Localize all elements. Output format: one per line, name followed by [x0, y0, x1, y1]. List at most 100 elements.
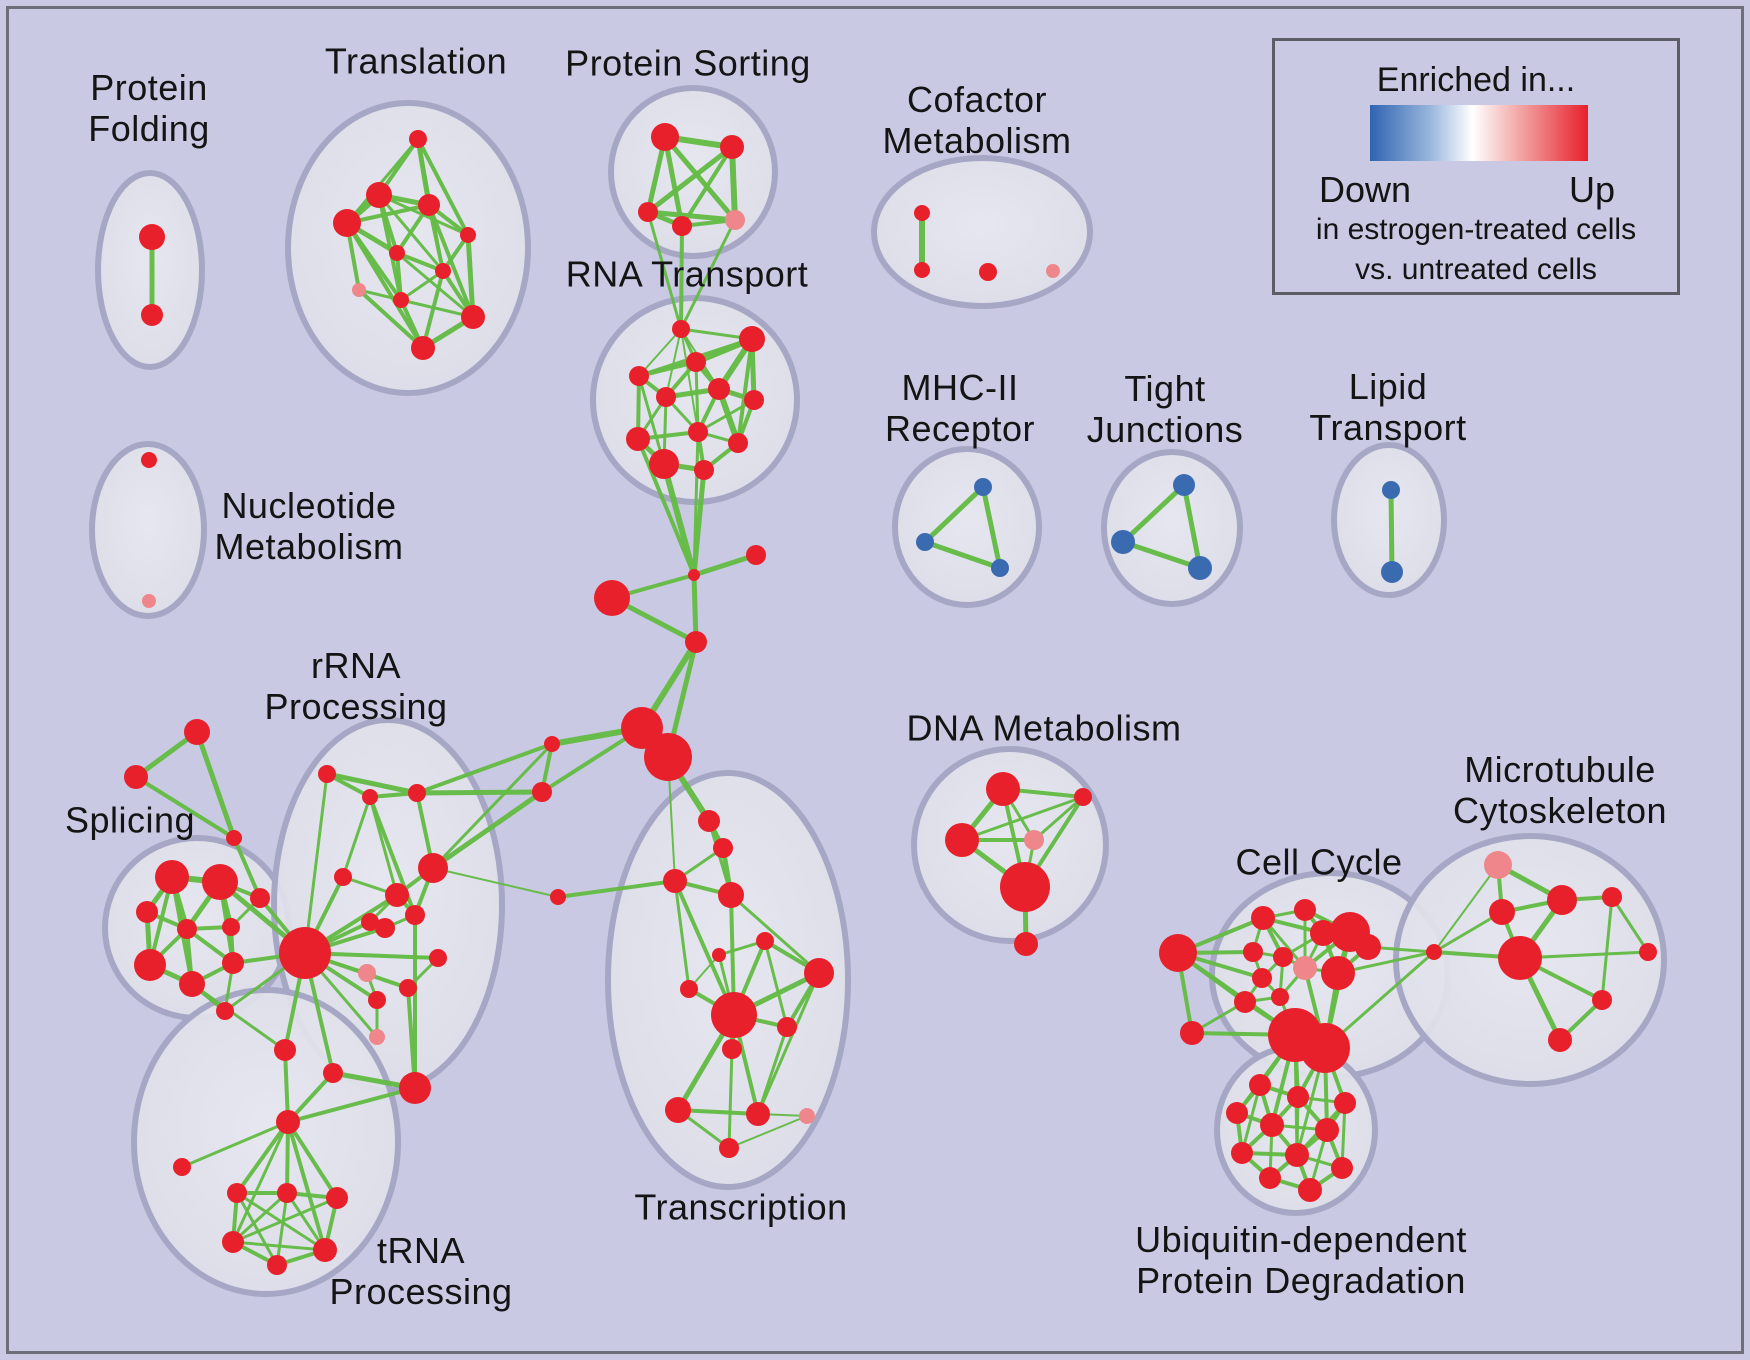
gene-set-node-ch3	[594, 580, 630, 616]
gene-set-node-mh3	[991, 559, 1009, 577]
edge-ps5-rt1	[679, 218, 737, 331]
gene-set-node-sc	[226, 830, 242, 846]
legend-title: Enriched in...	[1376, 61, 1576, 99]
edge-s8-r18	[190, 982, 287, 1052]
cluster-label-nucleotide-metabolism: Nucleotide Metabolism	[214, 485, 404, 567]
gene-set-node-tr11	[777, 1017, 797, 1037]
edge-lc1-r3	[415, 742, 554, 795]
gene-set-node-t5	[460, 227, 476, 243]
gene-set-node-s8	[179, 971, 205, 997]
gene-set-node-tr15	[799, 1108, 815, 1124]
gene-set-node-r13	[368, 991, 386, 1009]
edge-lc2-r3	[414, 789, 545, 796]
cluster-label-microtubule-cytoskeleton: Microtubule Cytoskeleton	[1452, 749, 1668, 831]
gene-set-node-r12	[399, 979, 417, 997]
gene-set-node-tb4	[222, 1231, 244, 1253]
gene-set-node-u6	[1315, 1118, 1339, 1142]
gene-set-node-r7	[361, 913, 379, 931]
gene-set-node-r5	[418, 853, 448, 883]
edge-t9-t10	[399, 298, 475, 319]
edge-r18-tb0	[283, 1048, 290, 1124]
edge-t6-t7	[395, 251, 445, 273]
edge-tb4-tb5	[231, 1240, 327, 1252]
gene-set-node-r16	[323, 1063, 343, 1083]
cluster-label-transcription: Transcription	[634, 1186, 848, 1228]
gene-set-node-d2	[1074, 788, 1092, 806]
gene-set-node-c9	[1273, 947, 1293, 967]
gene-set-node-r3	[408, 784, 426, 802]
cluster-ellipse-nucleotide-metabolism	[89, 441, 207, 619]
edge-tb1-tb6	[235, 1191, 279, 1267]
gene-set-node-t11	[411, 336, 435, 360]
gene-set-node-t1	[409, 130, 427, 148]
gene-set-node-tb3	[326, 1187, 348, 1209]
gene-set-node-tr13	[665, 1097, 691, 1123]
gene-set-node-t10	[461, 305, 485, 329]
gene-set-node-m4	[1498, 936, 1542, 980]
gene-set-node-tr2	[713, 838, 733, 858]
gene-set-node-d6	[1014, 932, 1038, 956]
gene-set-node-rt12	[694, 460, 714, 480]
gene-set-node-jn	[1426, 944, 1442, 960]
cluster-label-lipid-transport: Lipid Transport	[1309, 366, 1467, 448]
cluster-ellipse-cofactor-metabolism	[871, 155, 1093, 309]
gene-set-node-tj2	[1111, 530, 1135, 554]
edge-r2-r4	[341, 795, 372, 879]
gene-set-node-r8	[375, 918, 395, 938]
gene-set-node-r2	[362, 789, 378, 805]
gene-set-node-s7	[222, 952, 244, 974]
gene-set-node-t7	[435, 263, 451, 279]
edge-r1-r3	[324, 771, 420, 796]
gene-set-node-tr3	[718, 882, 744, 908]
gene-set-node-cm4	[1046, 264, 1060, 278]
cluster-label-tight-junctions: Tight Junctions	[1086, 368, 1244, 450]
gene-set-node-lt2	[1381, 561, 1403, 583]
gene-set-node-cb2	[1300, 1023, 1350, 1073]
gene-set-node-t9	[393, 292, 409, 308]
gene-set-node-s1	[155, 860, 189, 894]
edge-mh2-mh3	[922, 539, 1003, 571]
gene-set-node-r15	[369, 1029, 385, 1045]
gene-set-node-t6	[389, 245, 405, 261]
gene-set-node-u8	[1285, 1143, 1309, 1167]
legend-gradient-bar	[1370, 105, 1588, 161]
edge-lt1-lt2	[1388, 487, 1395, 575]
gene-set-node-u5	[1260, 1113, 1284, 1137]
gene-set-node-u9	[1331, 1157, 1353, 1179]
edge-rt7-rt8	[696, 398, 756, 434]
edge-rt9-ch1	[636, 437, 696, 577]
gene-set-node-rt3	[686, 352, 706, 372]
gene-set-node-pf1	[139, 224, 165, 250]
edge-r1-rhub	[303, 772, 329, 955]
gene-set-node-d4	[1024, 830, 1044, 850]
gene-set-node-tj1	[1173, 474, 1195, 496]
edge-tj1-tj2	[1120, 482, 1187, 545]
gene-set-node-t8	[352, 283, 366, 297]
gene-set-node-u1	[1249, 1074, 1271, 1096]
gene-set-node-c7	[1355, 934, 1381, 960]
gene-set-node-c11	[1252, 968, 1272, 988]
gene-set-node-ch4	[685, 631, 707, 653]
gene-set-node-rt8	[688, 422, 708, 442]
edge-t1-t5	[416, 137, 470, 237]
gene-set-node-ch2	[746, 545, 766, 565]
gene-set-node-tr1	[698, 810, 720, 832]
gene-set-node-r18	[274, 1039, 296, 1061]
edge-tb0-tb4	[231, 1120, 290, 1244]
edge-t5-t10	[465, 232, 476, 320]
gene-set-node-tr8	[680, 980, 698, 998]
edge-t6-t10	[395, 251, 475, 319]
gene-set-node-ps3	[638, 202, 658, 222]
gene-set-node-ps4	[672, 216, 692, 236]
edge-tb2-tb6	[275, 1191, 289, 1267]
gene-set-node-tr7	[712, 948, 726, 962]
edge-ps3-ps5	[645, 209, 738, 223]
edge-tr16-tr15	[728, 1115, 808, 1149]
gene-set-node-cm1	[914, 205, 930, 221]
gene-set-node-r17	[399, 1072, 431, 1104]
gene-set-node-tb0	[276, 1110, 300, 1134]
edge-t4-t11	[345, 221, 425, 350]
gene-set-node-u3	[1334, 1092, 1356, 1114]
gene-set-node-u4	[1226, 1102, 1248, 1124]
